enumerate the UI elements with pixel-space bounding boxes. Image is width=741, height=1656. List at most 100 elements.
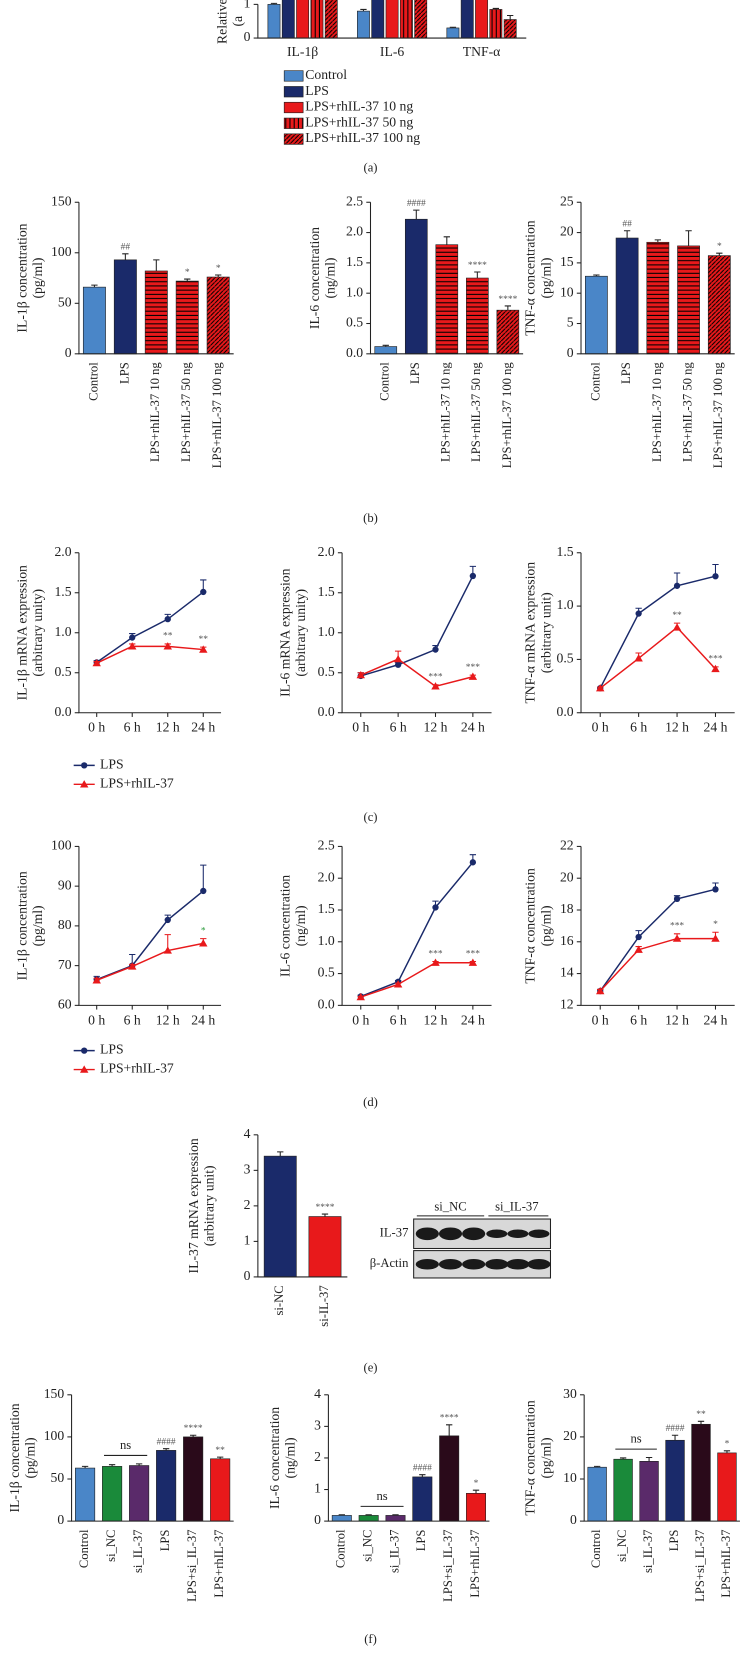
y-tick-label: 1.5: [318, 584, 335, 599]
bar: [308, 1216, 342, 1278]
y-axis-label: IL-1β concentration: [14, 223, 29, 332]
error-bar: [360, 8, 367, 12]
bar: [439, 1435, 460, 1522]
blot-group-label: si_IL-37: [495, 1199, 538, 1213]
x-tick-label: LPS+rhIL-37: [719, 1530, 733, 1598]
axis: [257, 4, 527, 39]
line: [599, 575, 716, 689]
x-tick-label: Control: [588, 362, 602, 401]
bar: [466, 1493, 486, 1522]
x-tick-label: si_IL-37: [641, 1530, 655, 1573]
bar: [615, 237, 639, 355]
x-tick-label: 24 h: [704, 720, 728, 735]
y-tick-label: 150: [51, 193, 72, 208]
significance-label: *: [717, 242, 722, 252]
y-axis-label: (ng/ml): [323, 258, 339, 299]
y-tick-label: 1.5: [557, 544, 574, 559]
y-axis-label: (pg/ml): [538, 1437, 554, 1478]
marker: [356, 992, 365, 1001]
marker: [356, 670, 365, 679]
line: [96, 942, 204, 982]
y-axis-label: (pg/ml): [538, 905, 554, 946]
significance-label: **: [215, 1446, 225, 1456]
error-bar: [382, 344, 389, 347]
error-bar: [446, 1424, 453, 1436]
bar: [296, 0, 310, 39]
significance-label: ****: [316, 1203, 335, 1213]
bar: [613, 1458, 633, 1522]
significance-label: ****: [498, 295, 517, 305]
legend-label: LPS: [100, 757, 124, 772]
bar: [584, 275, 608, 355]
marker: [199, 939, 208, 947]
y-axis-label: (arbitrary unity): [30, 589, 46, 677]
bar: [665, 1439, 685, 1522]
x-tick-label: LPS+rhIL-37: [468, 1530, 482, 1598]
error-bar: [504, 305, 512, 311]
significance-label: *: [725, 1440, 730, 1450]
x-tick-label: 12 h: [665, 1012, 689, 1027]
x-tick-label: si-NC: [272, 1285, 286, 1315]
legend-swatch: [283, 86, 304, 98]
marker: [128, 962, 137, 970]
error-bar: [474, 271, 481, 279]
error-bar: [645, 1457, 653, 1462]
significance-label: ##: [622, 220, 632, 230]
marker: [672, 934, 682, 942]
x-tick-label: 6 h: [630, 720, 647, 735]
marker: [711, 934, 720, 942]
x-tick-label: 24 h: [461, 720, 485, 735]
error-bar: [654, 239, 662, 243]
y-tick-label: 70: [58, 957, 72, 972]
bar: [324, 0, 338, 39]
error-bar: [593, 1465, 601, 1468]
bar: [175, 280, 199, 355]
x-tick-label: 12 h: [424, 1012, 448, 1027]
legend-marker: [81, 1047, 88, 1054]
bar: [156, 1450, 177, 1522]
significance-label: **: [696, 1410, 706, 1420]
y-tick-label: 1.5: [346, 254, 363, 269]
y-tick-label: 4: [244, 1126, 251, 1141]
bar: [460, 0, 474, 39]
y-tick-label: 150: [44, 1386, 65, 1401]
error-bar: [217, 1456, 224, 1459]
x-tick-label: 12 h: [424, 720, 448, 735]
x-tick-label: 0 h: [592, 1012, 609, 1027]
y-axis-label: IL-1β mRNA expression: [14, 565, 29, 700]
marker: [128, 642, 137, 650]
x-tick-label: 0 h: [88, 1012, 105, 1027]
error-bar: [619, 1457, 627, 1460]
y-tick-label: 1: [244, 1233, 251, 1248]
y-tick-label: 0.0: [318, 996, 335, 1011]
x-tick-label: 12 h: [156, 720, 180, 735]
y-axis-label: Relative: [214, 0, 229, 44]
legend-label: Control: [305, 67, 347, 82]
error-bar: [685, 230, 692, 246]
marker: [163, 946, 172, 954]
bar: [385, 0, 399, 39]
error-bar: [671, 1434, 679, 1441]
line: [96, 890, 204, 981]
x-tick-label: 6 h: [124, 1012, 141, 1027]
x-tick-label: LPS: [408, 362, 422, 384]
marker: [711, 664, 720, 673]
bar: [371, 0, 385, 39]
marker: [393, 654, 403, 663]
axis: [580, 846, 735, 1006]
x-tick-label: 12 h: [156, 1012, 180, 1027]
y-tick-label: 1: [314, 1481, 321, 1496]
y-axis-label: (arbitrary unity): [293, 589, 309, 677]
x-tick-label: si_NC: [104, 1530, 118, 1562]
marker: [394, 661, 402, 668]
bar: [489, 9, 503, 39]
x-tick-label: 6 h: [124, 720, 141, 735]
y-tick-label: 0: [567, 345, 574, 360]
x-tick-label: IL-6: [380, 44, 404, 59]
axis: [78, 552, 222, 714]
y-tick-label: 22: [560, 838, 574, 853]
x-tick-label: LPS+rhIL-37: [212, 1530, 226, 1598]
x-tick-label: LPS+rhIL-37 50 ng: [179, 362, 193, 462]
bar: [475, 0, 488, 39]
marker: [634, 654, 643, 662]
